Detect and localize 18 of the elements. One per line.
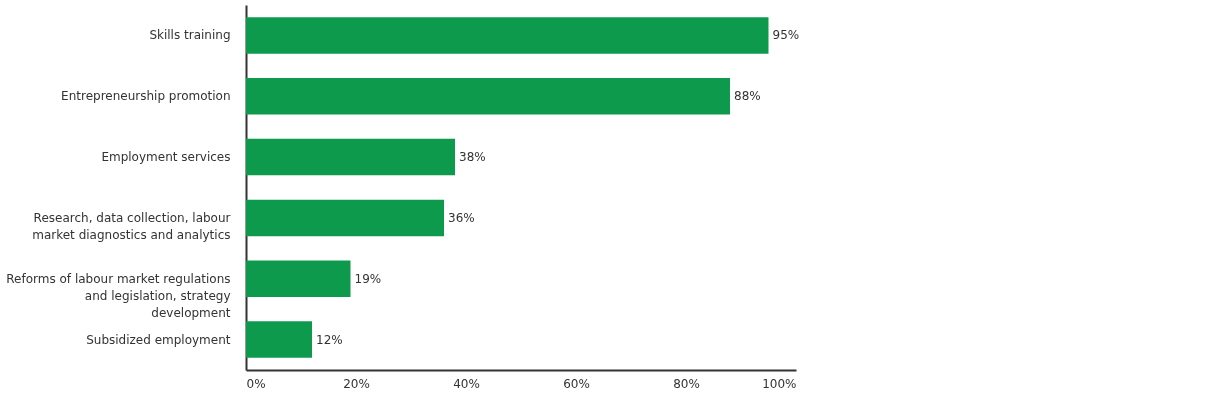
x-tick-label: 80% (673, 376, 700, 391)
y-tick-label: Entrepreneurship promotion (61, 89, 231, 104)
data-label: 12% (316, 332, 343, 347)
y-tick-label: Skills training (149, 28, 231, 43)
x-tick-label: 0% (246, 376, 266, 391)
x-tick-label: 100% (762, 376, 797, 391)
y-tick-label: Reforms of labour market regulations and legislation, strategy development (6, 271, 231, 320)
x-tick-label: 20% (343, 376, 370, 391)
y-tick-label: Research, data collection, labour market diagnostics and analytics (32, 210, 231, 242)
data-label: 36% (448, 210, 475, 225)
data-label: 95% (772, 28, 800, 43)
x-tick-label: 40% (453, 376, 480, 391)
data-label: 88% (734, 89, 761, 104)
data-label: 38% (459, 150, 486, 165)
y-tick-label: Subsidized employment (86, 332, 231, 347)
data-label: 19% (354, 271, 382, 286)
x-tick-label: 60% (563, 376, 590, 391)
y-tick-label: Employment services (101, 150, 231, 165)
